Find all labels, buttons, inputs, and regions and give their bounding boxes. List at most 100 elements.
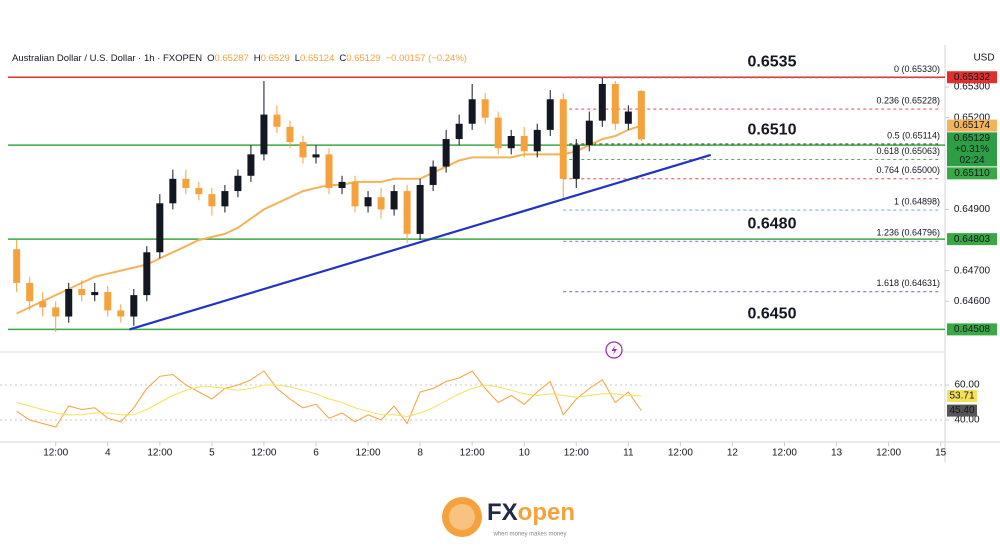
axis-tag-label: 0.64508: [954, 324, 991, 335]
candle-body: [611, 83, 619, 124]
candle-body: [377, 197, 385, 210]
axis-tag-label: 0.65174: [954, 120, 991, 131]
alert-bolt: [611, 345, 617, 356]
x-tick-label: 11: [623, 448, 634, 459]
x-tick-label: 12:00: [564, 448, 589, 459]
axis-tag: [947, 323, 997, 336]
candle-body: [221, 191, 229, 207]
candle-body: [364, 197, 372, 207]
logo-text: FXopen: [487, 499, 575, 526]
ohlc-value: 0.65287: [214, 53, 248, 64]
y-tick-label: 0.64600: [954, 296, 991, 307]
candle-body: [533, 129, 541, 152]
trendline: [129, 153, 712, 331]
y-tick-label: 0.65200: [954, 112, 991, 123]
fib-label: 0.5 (0.65114): [887, 130, 940, 140]
current-change: +0.31%: [955, 144, 989, 155]
logo: FXopen when money makes money: [442, 497, 575, 538]
candle-body: [351, 181, 359, 207]
candle-body: [26, 282, 34, 302]
x-tick-label: 12:00: [668, 448, 693, 459]
candle-body: [572, 145, 580, 179]
candle-body: [182, 178, 190, 189]
candle-body: [416, 184, 424, 234]
fib-label: 1 (0.64898): [894, 196, 940, 206]
axis-tag: [947, 119, 997, 132]
logo-icon-inner: [449, 504, 475, 530]
x-tick-label: 5: [209, 448, 215, 459]
candle-body: [468, 99, 476, 124]
header-title: Australian Dollar / U.S. Dollar · 1h · F…: [12, 53, 202, 64]
candle-body: [325, 154, 333, 189]
ohlc-letter: L: [295, 53, 300, 64]
x-tick-label: 12:00: [43, 448, 68, 459]
axis-tag-label: 0.65332: [954, 72, 991, 83]
currency: USD: [973, 53, 994, 64]
rsi-line: [16, 370, 642, 428]
axis-tag-label: 0.64803: [954, 234, 991, 245]
candle-body: [156, 203, 164, 253]
candle-body: [195, 188, 203, 195]
ohlc-value: 0.65124: [300, 53, 334, 64]
candle-body: [637, 91, 645, 140]
alert-icon: [605, 341, 623, 359]
candle-body: [559, 99, 567, 179]
candle-body: [481, 99, 489, 118]
fib-label: 0.618 (0.65063): [876, 146, 940, 156]
ohlc-letter: O: [207, 53, 214, 64]
candle-body: [312, 154, 320, 158]
current-price: 0.65129: [954, 133, 991, 144]
candle-body: [247, 154, 255, 176]
candle-body: [598, 83, 606, 121]
ohlc-value: 0.6529: [261, 53, 290, 64]
candle-body: [403, 191, 411, 234]
axis-tag-label: 0.65110: [954, 168, 990, 179]
candle-body: [78, 288, 86, 296]
candle-body: [143, 252, 151, 296]
level-label: 0.6450: [748, 306, 797, 323]
fib-label: 0.764 (0.65000): [876, 165, 940, 175]
ohlc-letter: H: [254, 53, 261, 64]
fib-label: 0.236 (0.65228): [876, 95, 940, 105]
candle-body: [546, 99, 554, 130]
candle-body: [91, 292, 99, 296]
level-label: 0.6480: [748, 215, 797, 232]
candle-body: [520, 135, 528, 152]
candle-body: [260, 114, 268, 155]
current-price-tag: [947, 132, 997, 167]
axis-tag: [947, 233, 997, 246]
x-tick-label: 15: [935, 448, 947, 459]
current-countdown: 02:24: [959, 155, 984, 166]
x-tick-label: 12:00: [772, 448, 797, 459]
axis-tag: [947, 167, 997, 180]
fib-label: 1.236 (0.64796): [876, 228, 940, 238]
ohlc-value: 0.65129: [346, 53, 380, 64]
level-label: 0.6510: [748, 121, 797, 138]
rsi-tick-label: 60.00: [954, 380, 979, 391]
axis-tag: [947, 71, 997, 84]
candle-body: [624, 111, 632, 124]
candle-body: [507, 135, 515, 149]
ohlc-letter: C: [339, 53, 346, 64]
x-tick-label: 8: [417, 448, 423, 459]
change: −0.00157 (−0.24%): [386, 53, 467, 64]
logo-fx: FX: [487, 499, 518, 526]
x-tick-label: 12: [727, 448, 739, 459]
logo-tagline: when money makes money: [492, 532, 566, 538]
candle-body: [104, 292, 112, 311]
candle-body: [52, 307, 60, 317]
candle-body: [494, 117, 502, 149]
rsi-tag-label: 45.40: [949, 405, 974, 416]
candle-body: [390, 191, 398, 210]
x-tick-label: 12:00: [876, 448, 901, 459]
level-label: 0.6535: [748, 53, 797, 70]
fib-label: 0 (0.65330): [894, 64, 940, 74]
candle-body: [299, 142, 307, 158]
y-tick-label: 0.64700: [954, 265, 991, 276]
rsi-line: [16, 384, 642, 418]
candle-body: [442, 139, 450, 167]
x-tick-label: 10: [519, 448, 531, 459]
x-tick-label: 4: [105, 448, 111, 459]
logo-open: open: [518, 499, 575, 526]
